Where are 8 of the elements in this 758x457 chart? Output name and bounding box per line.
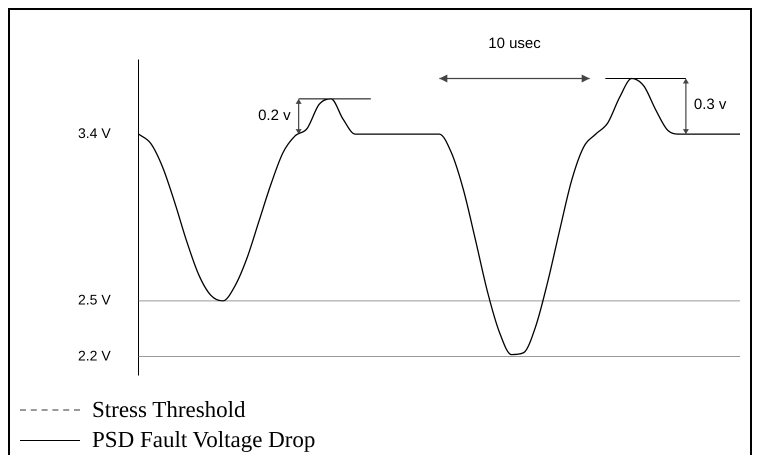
- legend-label: Stress Threshold: [92, 396, 246, 424]
- y-tick-label: 2.2 V: [78, 347, 112, 364]
- annotation: 0.2 v: [258, 106, 291, 124]
- y-tick-label: 3.4 V: [78, 124, 112, 141]
- annotation: 0.3 v: [694, 96, 726, 114]
- y-tick-label: 2.5 V: [78, 292, 112, 308]
- text: 10 usec: [488, 34, 541, 52]
- legend-label: PSD Fault Voltage Drop: [92, 426, 316, 454]
